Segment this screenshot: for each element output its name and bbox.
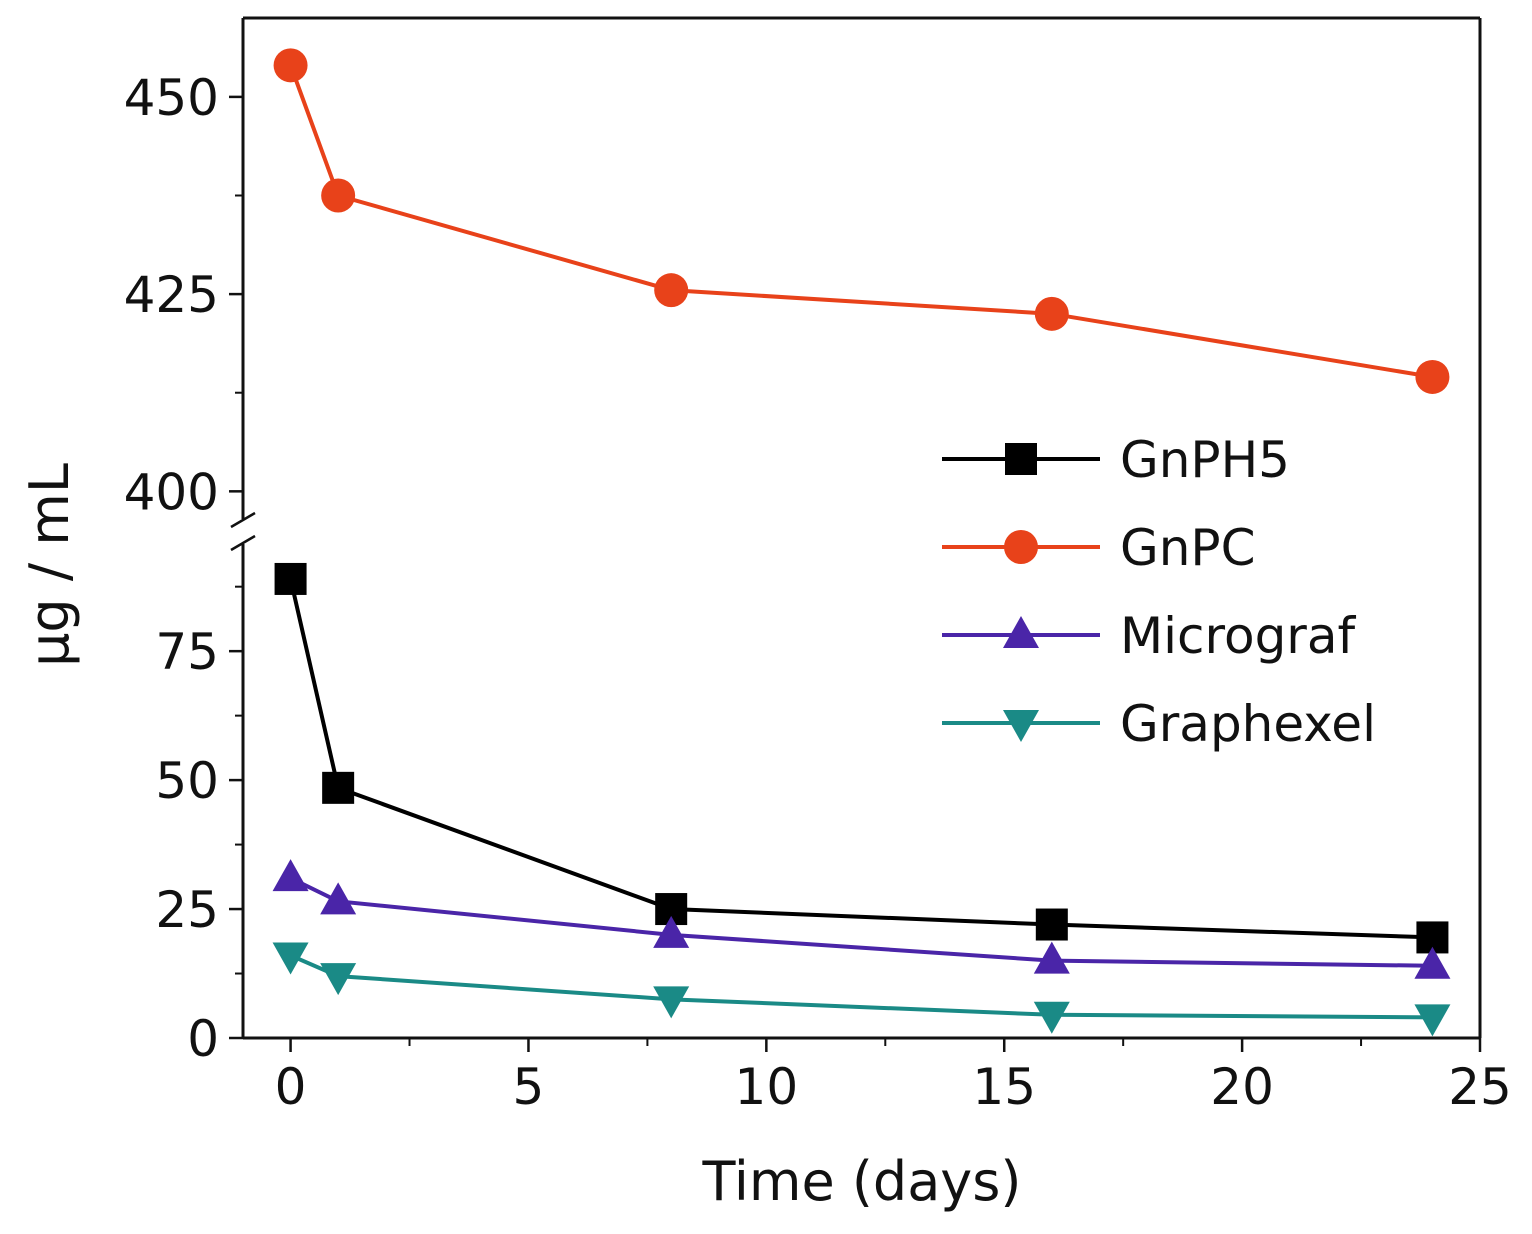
series-gnph5 (274, 562, 1449, 954)
legend-item-graphexel: Graphexel (942, 695, 1376, 753)
x-tick-label: 15 (972, 1058, 1036, 1116)
data-point-micrograf (1414, 946, 1451, 979)
x-tick-label: 10 (735, 1058, 799, 1116)
data-point-micrograf (272, 859, 309, 892)
legend-label: Micrograf (1120, 607, 1357, 665)
series-gnpc (273, 48, 1450, 394)
y-tick-label: 450 (124, 69, 219, 127)
legend-label: GnPC (1120, 519, 1256, 577)
legend-marker (1005, 443, 1037, 475)
y-tick-label: 25 (155, 881, 219, 939)
data-point-gnph5 (322, 771, 355, 804)
data-point-gnpc (273, 48, 308, 83)
data-point-gnpc (321, 178, 356, 213)
y-tick-label: 75 (155, 623, 219, 681)
x-tick-label: 5 (513, 1058, 545, 1116)
data-point-gnpc (1415, 359, 1450, 394)
legend: GnPH5 GnPC Micrograf Graphexel (942, 431, 1376, 753)
data-point-graphexel (653, 986, 690, 1019)
data-point-graphexel (272, 942, 309, 975)
data-point-gnpc (1034, 296, 1069, 331)
data-series (272, 48, 1451, 1037)
data-point-graphexel (1414, 1004, 1451, 1037)
series-micrograf (272, 859, 1451, 979)
data-point-micrograf (1033, 941, 1070, 974)
data-point-micrograf (320, 882, 357, 915)
y-tick-label: 0 (187, 1010, 219, 1068)
data-point-graphexel (320, 963, 357, 996)
data-point-micrograf (653, 915, 690, 948)
y-tick-label: 50 (155, 752, 219, 810)
y-tick-label: 425 (124, 266, 219, 324)
legend-marker (1003, 616, 1039, 648)
legend-label: Graphexel (1120, 695, 1376, 753)
x-axis-label: Time (days) (702, 1150, 1022, 1213)
axis-break-mark (230, 534, 256, 552)
x-tick-label: 25 (1448, 1058, 1512, 1116)
legend-marker (1004, 530, 1038, 564)
legend-item-gnph5: GnPH5 (942, 431, 1290, 489)
y-tick-label: 400 (124, 463, 219, 521)
data-point-gnpc (654, 273, 689, 308)
plot-frame (230, 16, 1482, 1040)
data-point-graphexel (1033, 1001, 1070, 1034)
x-tick-label: 0 (275, 1058, 307, 1116)
legend-marker (1003, 710, 1039, 742)
x-tick-label: 20 (1210, 1058, 1274, 1116)
legend-item-gnpc: GnPC (942, 519, 1256, 577)
axis-ticks (229, 95, 1482, 1052)
series-graphexel (272, 942, 1451, 1037)
y-axis-label: μg / mL (18, 463, 81, 667)
legend-label: GnPH5 (1120, 431, 1290, 489)
series-line-gnpc (288, 64, 1433, 379)
data-point-gnph5 (1035, 908, 1068, 941)
axis-break-mark (230, 511, 256, 529)
axis-tick-labels: 0 5 10 15 20 25 0 25 50 75 400 425 450 (124, 69, 1512, 1116)
series-line-micrograf (289, 876, 1433, 968)
data-point-gnph5 (274, 562, 307, 595)
legend-item-micrograf: Micrograf (942, 607, 1357, 665)
